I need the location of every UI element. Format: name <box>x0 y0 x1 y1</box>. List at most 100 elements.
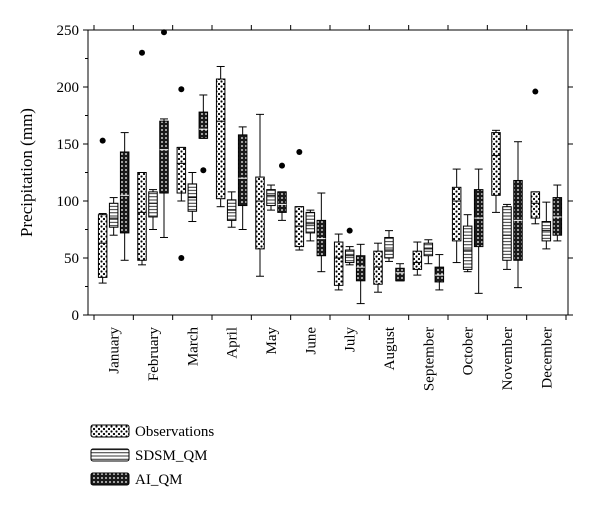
box-ai_qm-july <box>355 243 366 305</box>
box-observations-may <box>255 113 265 277</box>
outlier-point <box>200 167 207 174</box>
box-iqr <box>215 78 226 200</box>
outlier-point <box>346 227 353 234</box>
box-iqr <box>305 211 316 234</box>
box-iqr <box>502 206 512 261</box>
box-iqr <box>412 250 423 270</box>
x-tick-label: April <box>225 327 241 359</box>
x-tick-label: March <box>185 327 201 367</box>
box-iqr <box>137 172 147 261</box>
box-iqr <box>108 202 119 228</box>
x-tick-label: January <box>107 327 123 374</box>
legend-item-ai_qm: AI_QM <box>90 472 183 488</box>
outlier-point <box>532 88 539 95</box>
box-ai_qm-november <box>513 141 523 289</box>
y-tick-label: 150 <box>57 137 80 153</box>
box-iqr <box>277 191 287 213</box>
box-observations-november <box>491 129 501 213</box>
box-iqr <box>97 214 108 278</box>
box-observations-july <box>333 233 344 291</box>
box-iqr <box>541 221 552 242</box>
box-iqr <box>316 219 327 257</box>
legend-swatch <box>90 472 130 486</box>
box-iqr <box>119 151 130 234</box>
box-iqr <box>255 176 265 250</box>
x-tick-label: May <box>264 327 280 355</box>
box-sdsm_qm-december <box>541 201 552 250</box>
x-tick-label: July <box>343 327 359 353</box>
box-iqr <box>237 134 248 207</box>
box-iqr <box>176 146 187 194</box>
box-observations-march <box>176 86 187 261</box>
box-observations-august <box>373 242 383 293</box>
y-tick-label: 100 <box>57 194 80 210</box>
box-iqr <box>198 111 209 139</box>
box-sdsm_qm-august <box>384 230 394 262</box>
box-iqr <box>333 241 344 286</box>
box-sdsm_qm-april <box>226 191 237 228</box>
box-iqr <box>266 189 276 207</box>
y-tick-label: 200 <box>57 80 80 96</box>
box-ai_qm-january <box>119 132 130 261</box>
box-iqr <box>344 249 355 264</box>
box-iqr <box>552 197 563 236</box>
box-sdsm_qm-july <box>344 227 355 266</box>
box-sdsm_qm-january <box>108 197 119 236</box>
y-tick-label: 50 <box>64 251 79 267</box>
box-iqr <box>355 255 366 282</box>
outlier-point <box>178 255 185 261</box>
box-observations-june <box>294 148 305 251</box>
outlier-point <box>161 29 167 36</box>
outlier-point <box>178 86 185 93</box>
box-iqr <box>294 206 305 248</box>
legend-label: SDSM_QM <box>135 448 208 464</box>
legend-item-sdsm_qm: SDSM_QM <box>90 448 208 464</box>
x-tick-label: August <box>382 326 398 370</box>
box-sdsm_qm-november <box>502 203 512 270</box>
legend-label: Observations <box>135 424 214 440</box>
x-tick-label: June <box>303 327 319 355</box>
box-observations-december <box>530 88 541 225</box>
box-ai_qm-august <box>395 263 405 282</box>
y-axis-label: Precipitation (mm) <box>17 108 36 237</box>
outlier-point <box>139 49 145 56</box>
box-sdsm_qm-may <box>266 184 276 211</box>
box-iqr <box>462 225 473 270</box>
box-iqr <box>491 132 501 196</box>
x-tick-label: December <box>539 327 555 389</box>
y-tick-label: 0 <box>72 308 80 324</box>
box-sdsm_qm-june <box>305 209 316 242</box>
box-sdsm_qm-march <box>187 172 198 223</box>
box-iqr <box>395 267 405 282</box>
box-observations-september <box>412 241 423 276</box>
box-observations-october <box>451 168 462 264</box>
x-tick-label: October <box>461 327 477 375</box>
box-observations-february <box>137 49 147 266</box>
outlier-point <box>296 148 303 155</box>
x-tick-label: November <box>500 327 516 390</box>
box-iqr <box>434 266 445 283</box>
box-iqr <box>423 242 434 257</box>
box-ai_qm-may <box>277 162 287 221</box>
box-ai_qm-september <box>434 254 445 291</box>
box-sdsm_qm-september <box>423 239 434 265</box>
box-observations-april <box>215 65 226 208</box>
outlier-point <box>99 137 106 144</box>
legend-swatch <box>90 424 130 438</box>
legend-swatch <box>90 448 130 462</box>
box-sdsm_qm-october <box>462 214 473 273</box>
legend-item-observations: Observations <box>90 424 214 440</box>
x-tick-label: September <box>421 327 437 391</box>
box-iqr <box>451 186 462 242</box>
box-iqr <box>159 120 169 194</box>
box-observations-january <box>97 137 108 284</box>
box-ai_qm-june <box>316 192 327 273</box>
box-sdsm_qm-february <box>148 189 158 230</box>
box-ai_qm-april <box>237 126 248 230</box>
box-ai_qm-december <box>552 184 563 242</box>
outlier-point <box>279 162 285 169</box>
box-ai_qm-march <box>198 94 209 174</box>
box-iqr <box>384 236 394 259</box>
legend-label: AI_QM <box>135 472 183 488</box>
